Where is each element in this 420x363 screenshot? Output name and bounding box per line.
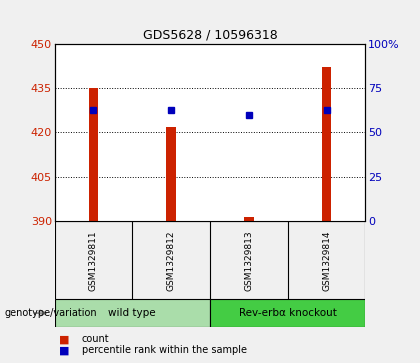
Title: GDS5628 / 10596318: GDS5628 / 10596318 [143, 28, 277, 41]
Text: GSM1329812: GSM1329812 [167, 230, 176, 291]
Bar [89, 88, 98, 221]
Bar [244, 217, 254, 221]
Bar [166, 127, 176, 221]
Bar [322, 67, 331, 221]
Text: ■: ■ [59, 334, 69, 344]
Text: count: count [82, 334, 110, 344]
Bar [210, 299, 365, 327]
Text: GSM1329814: GSM1329814 [322, 230, 331, 291]
Text: genotype/variation: genotype/variation [4, 308, 97, 318]
Text: percentile rank within the sample: percentile rank within the sample [82, 345, 247, 355]
Text: GSM1329811: GSM1329811 [89, 230, 98, 291]
Text: ■: ■ [59, 345, 69, 355]
Bar [55, 299, 210, 327]
Text: wild type: wild type [108, 308, 156, 318]
Text: GSM1329813: GSM1329813 [244, 230, 253, 291]
Text: Rev-erbα knockout: Rev-erbα knockout [239, 308, 337, 318]
